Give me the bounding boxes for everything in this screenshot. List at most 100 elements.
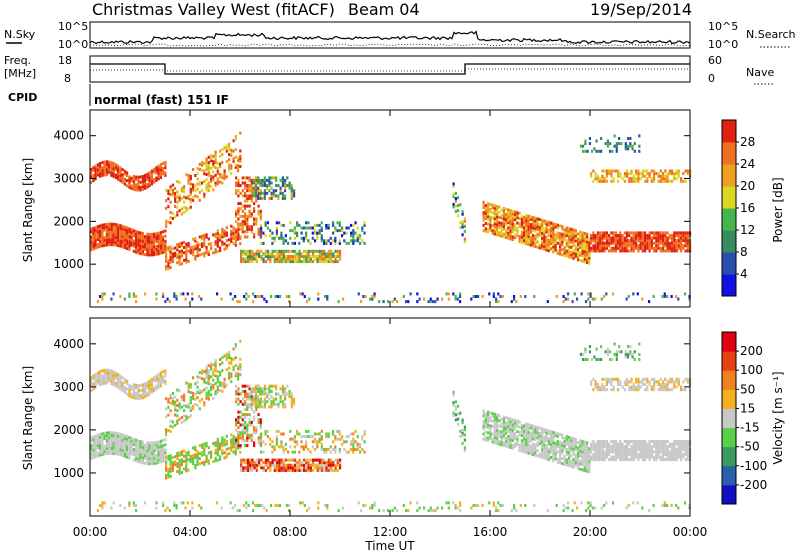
velocity-cell [359, 445, 362, 449]
velocity-cell [489, 432, 492, 435]
power-cell [281, 191, 284, 195]
power-cell [244, 194, 247, 198]
velocity-cell [189, 457, 192, 461]
velocity-cell [254, 400, 257, 404]
velocity-cell [314, 466, 317, 470]
velocity-cell [454, 413, 457, 417]
power-cell [662, 244, 665, 248]
velocity-cell [523, 434, 526, 438]
velocity-cell [671, 450, 674, 454]
power-cell [502, 212, 505, 216]
power-cell [302, 236, 305, 240]
velocity-cell [270, 384, 273, 388]
power-cell [487, 230, 490, 234]
velocity-cell [112, 439, 115, 443]
power-cell [680, 241, 683, 245]
velocity-cell [192, 456, 195, 460]
power-cell [347, 241, 350, 245]
power-cell [250, 214, 253, 218]
power-cell [255, 257, 258, 261]
power-cell [225, 246, 228, 250]
power-cell [552, 222, 555, 226]
power-cell [644, 231, 647, 235]
power-cell [231, 297, 234, 301]
velocity-cell [137, 455, 140, 458]
velocity-cell [511, 426, 514, 430]
velocity-cell [144, 451, 147, 455]
power-cell [178, 242, 181, 246]
power-cell [334, 236, 337, 240]
velocity-cell [232, 445, 235, 449]
power-cell [164, 239, 167, 243]
power-cell [477, 295, 480, 298]
velocity-cell [216, 388, 219, 392]
power-cell [564, 297, 567, 301]
power-cell [671, 246, 674, 250]
power-cell [144, 253, 147, 257]
power-cell [603, 241, 606, 245]
velocity-cell [532, 424, 535, 428]
power-cell [570, 233, 573, 236]
power-cell [621, 244, 624, 248]
power-cell [327, 226, 330, 230]
velocity-cell [178, 389, 181, 393]
power-cell [635, 177, 638, 181]
velocity-cell [137, 384, 140, 388]
power-cell [596, 249, 599, 253]
power-cell [594, 241, 597, 245]
power-cell [262, 231, 265, 235]
power-cell [612, 249, 615, 253]
power-cell [234, 137, 237, 141]
velocity-cell [547, 447, 550, 451]
velocity-cell [516, 430, 519, 434]
velocity-cell [630, 450, 633, 454]
velocity-cell [108, 379, 111, 383]
velocity-cell [502, 425, 505, 429]
velocity-cell [630, 453, 633, 456]
velocity-cell [135, 386, 138, 390]
power-cell [270, 295, 273, 298]
power-cell [574, 254, 577, 258]
power-cell [497, 292, 500, 296]
power-cell [610, 172, 613, 176]
velocity-cell [169, 462, 172, 465]
velocity-cell [293, 397, 296, 401]
power-cell [491, 203, 494, 207]
velocity-cell [192, 459, 195, 463]
power-cell [502, 225, 505, 228]
power-cell [284, 184, 287, 188]
power-cell [205, 162, 208, 166]
power-cell [192, 253, 195, 257]
velocity-cell [459, 429, 462, 433]
power-cell [137, 188, 140, 192]
power-cell [148, 243, 151, 247]
power-cell [214, 184, 217, 187]
velocity-cell [599, 453, 602, 456]
power-cell [653, 236, 656, 240]
velocity-cell [581, 447, 584, 451]
power-cell [545, 235, 548, 239]
power-cell [516, 221, 519, 225]
velocity-cell [556, 458, 559, 462]
velocity-cell [608, 445, 611, 449]
velocity-cell [135, 394, 138, 398]
velocity-cell [246, 423, 249, 427]
power-cell [103, 241, 106, 245]
power-cell [189, 187, 192, 191]
velocity-cell [350, 442, 353, 446]
cpid-label: CPID [8, 91, 37, 104]
power-cell [568, 245, 571, 249]
power-cell [132, 295, 135, 298]
power-cell [496, 217, 499, 221]
power-cell [550, 226, 553, 230]
velocity-cell [141, 443, 144, 447]
power-cell [221, 153, 224, 157]
power-cell [601, 236, 604, 240]
velocity-cell [285, 458, 288, 462]
velocity-cell [214, 374, 217, 378]
power-cell [514, 225, 517, 229]
power-cell [491, 216, 494, 220]
power-cell [586, 245, 589, 249]
velocity-cell [187, 458, 190, 462]
velocity-cell [192, 394, 195, 398]
